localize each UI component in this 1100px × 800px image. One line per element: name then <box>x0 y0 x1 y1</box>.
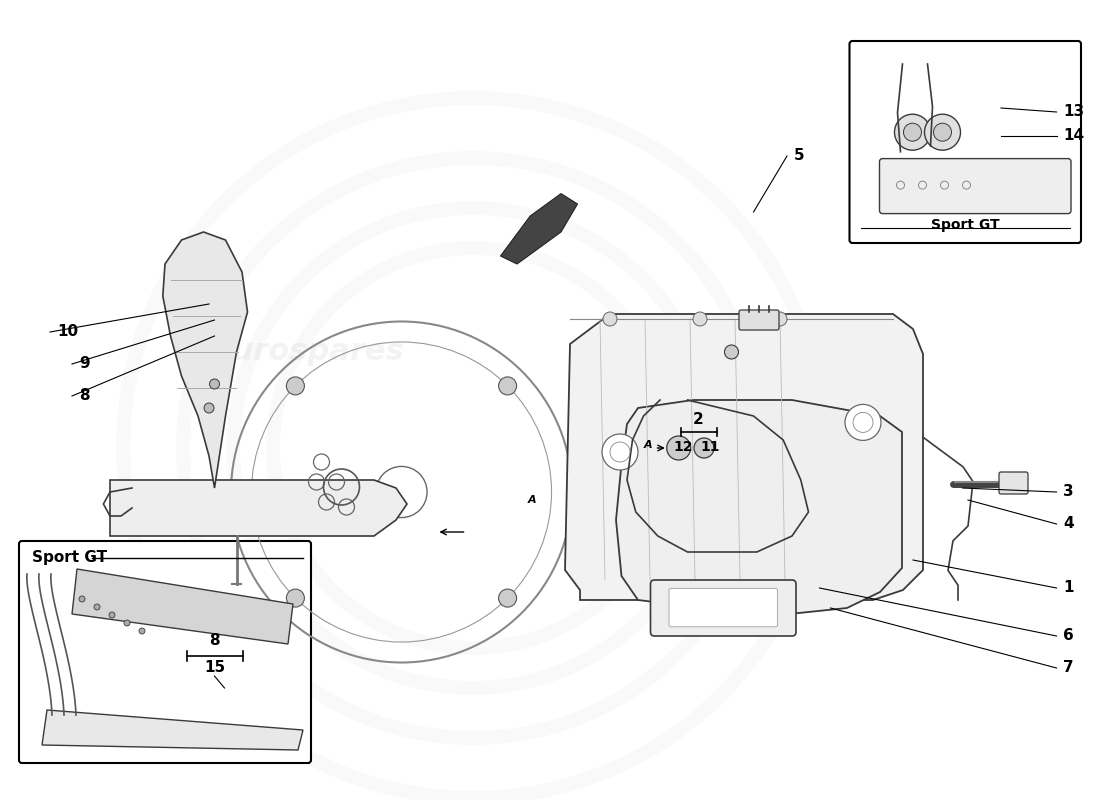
Circle shape <box>903 123 922 141</box>
Polygon shape <box>72 569 293 644</box>
Text: Sport GT: Sport GT <box>32 550 107 565</box>
Circle shape <box>845 404 881 440</box>
Text: 9: 9 <box>79 357 89 371</box>
Circle shape <box>498 589 517 607</box>
Circle shape <box>286 589 305 607</box>
Text: 2: 2 <box>693 412 704 427</box>
Text: 13: 13 <box>1064 105 1085 119</box>
Circle shape <box>894 114 931 150</box>
Text: 6: 6 <box>1064 629 1075 643</box>
FancyBboxPatch shape <box>19 541 311 763</box>
Text: 15: 15 <box>204 660 226 675</box>
Text: 5: 5 <box>794 149 804 163</box>
Circle shape <box>79 596 85 602</box>
Text: 14: 14 <box>1064 129 1085 143</box>
Circle shape <box>109 612 116 618</box>
Circle shape <box>204 403 214 413</box>
Polygon shape <box>616 400 902 616</box>
Circle shape <box>693 312 707 326</box>
Circle shape <box>209 379 220 389</box>
Text: 1: 1 <box>1064 581 1074 595</box>
Text: 8: 8 <box>79 389 89 403</box>
Polygon shape <box>42 710 303 750</box>
Circle shape <box>725 345 738 359</box>
Circle shape <box>602 434 638 470</box>
Circle shape <box>773 312 786 326</box>
Polygon shape <box>500 194 578 264</box>
Text: 12: 12 <box>673 440 693 454</box>
Text: 11: 11 <box>701 440 721 454</box>
Text: 4: 4 <box>1064 517 1074 531</box>
FancyBboxPatch shape <box>739 310 779 330</box>
Circle shape <box>924 114 960 150</box>
Text: eurospares: eurospares <box>211 338 405 366</box>
Text: A: A <box>528 495 537 505</box>
Polygon shape <box>163 232 248 488</box>
FancyBboxPatch shape <box>650 580 796 636</box>
Text: 8: 8 <box>209 633 220 648</box>
Polygon shape <box>565 314 923 600</box>
Text: eurospares: eurospares <box>651 338 845 366</box>
Circle shape <box>934 123 952 141</box>
Circle shape <box>498 377 517 395</box>
Text: A: A <box>644 440 652 450</box>
FancyBboxPatch shape <box>669 589 778 627</box>
Circle shape <box>694 438 714 458</box>
Polygon shape <box>110 480 407 536</box>
Circle shape <box>124 620 130 626</box>
Circle shape <box>603 312 617 326</box>
Text: 10: 10 <box>57 325 78 339</box>
Circle shape <box>139 628 145 634</box>
FancyBboxPatch shape <box>849 41 1081 243</box>
FancyBboxPatch shape <box>880 158 1071 214</box>
FancyBboxPatch shape <box>999 472 1028 494</box>
Text: 3: 3 <box>1064 485 1074 499</box>
Circle shape <box>286 377 305 395</box>
Text: 7: 7 <box>1064 661 1074 675</box>
Circle shape <box>667 436 691 460</box>
Circle shape <box>94 604 100 610</box>
Text: Sport GT: Sport GT <box>931 218 1000 232</box>
